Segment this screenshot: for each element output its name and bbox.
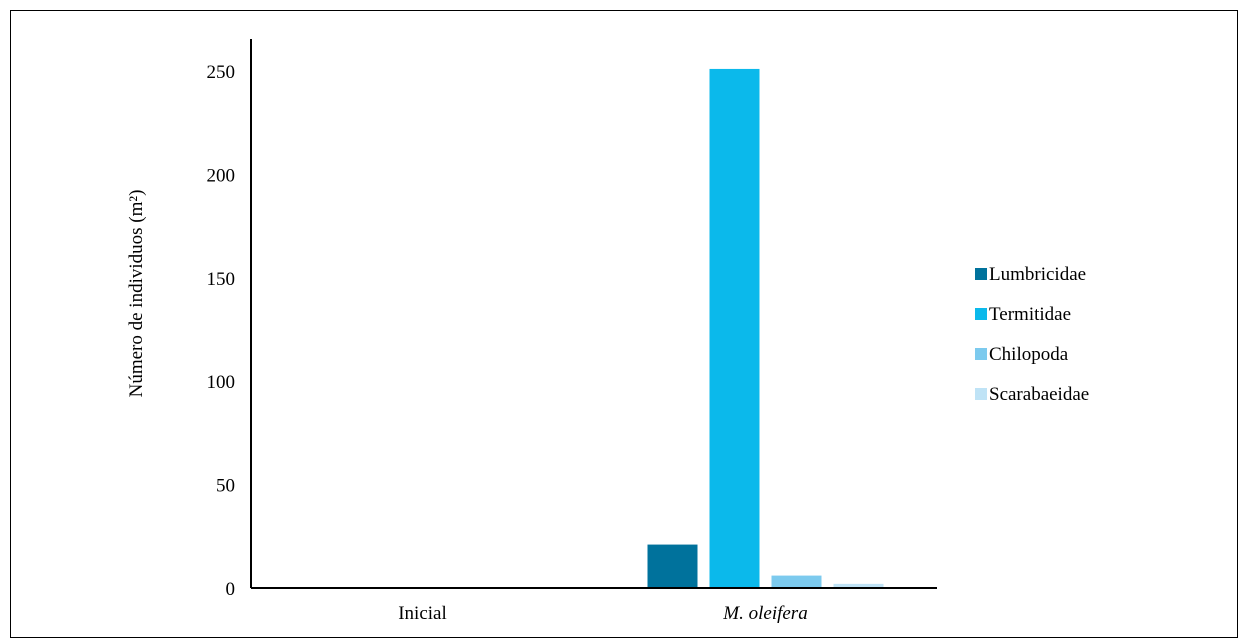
y-tick-label: 250 (207, 62, 236, 83)
y-tick-label: 0 (226, 579, 236, 600)
bar-chilopoda-2 (771, 575, 822, 588)
legend-label-chilopoda: Chilopoda (989, 344, 1069, 365)
legend-label-lumbricidae: Lumbricidae (989, 264, 1086, 285)
y-tick-label: 150 (207, 269, 236, 290)
x-category-label: M. oleifera (722, 603, 807, 624)
bar-lumbricidae-2 (647, 544, 698, 588)
bar-termitidae-2 (709, 68, 760, 588)
legend: Lumbricidae Termitidae Chilopoda Scarabaeid… (975, 264, 1089, 405)
x-category-labels: Inicial M. oleifera (398, 603, 807, 624)
bars-layer (647, 68, 884, 588)
legend-swatch-lumbricidae (975, 268, 987, 280)
y-tick-label: 200 (207, 165, 236, 186)
y-axis-label: Número de individuos (m²) (126, 190, 147, 398)
bar-chart: 0 50 100 150 200 250 Inicial M. oleifera Númer… (126, 39, 1089, 624)
y-tick-labels: 0 50 100 150 200 250 (207, 62, 236, 600)
bar-scarabaeidae-2 (833, 583, 884, 588)
legend-swatch-scarabaeidae (975, 388, 987, 400)
x-category-label: Inicial (398, 603, 447, 624)
legend-label-termitidae: Termitidae (989, 304, 1071, 325)
y-tick-label: 50 (216, 476, 235, 497)
y-tick-label: 100 (207, 372, 236, 393)
chart-frame: 0 50 100 150 200 250 Inicial M. oleifera Númer… (10, 10, 1238, 638)
legend-swatch-chilopoda (975, 348, 987, 360)
legend-label-scarabaeidae: Scarabaeidae (989, 384, 1089, 405)
legend-swatch-termitidae (975, 308, 987, 320)
